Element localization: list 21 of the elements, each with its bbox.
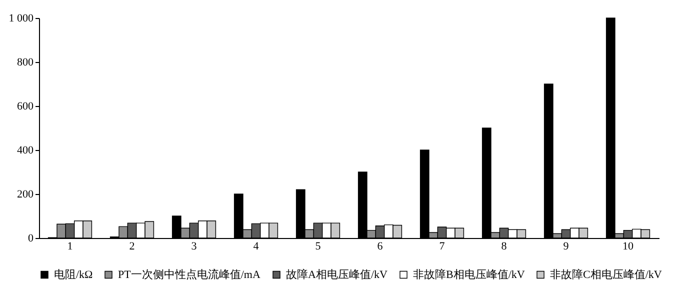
x-tick-label: 4 xyxy=(253,240,260,252)
x-tick-label: 6 xyxy=(377,240,384,252)
y-tick-label: 800 xyxy=(17,56,34,68)
x-tick-label: 8 xyxy=(501,240,508,252)
legend-label: 故障A相电压峰值/kV xyxy=(286,268,388,281)
x-tick-label: 2 xyxy=(129,240,135,252)
legend-label: 非故障C相电压峰值/kV xyxy=(550,268,662,281)
legend-label: PT一次侧中性点电流峰值/mA xyxy=(118,268,260,281)
x-tick-label: 5 xyxy=(315,240,322,252)
x-tick-label: 1 xyxy=(67,240,73,252)
legend-label: 电阻/kΩ xyxy=(54,268,93,281)
y-tick-label: 600 xyxy=(17,100,34,112)
x-tick-label: 7 xyxy=(439,240,446,252)
legend-label: 非故障B相电压峰值/kV xyxy=(413,268,525,281)
y-tick-label: 0 xyxy=(28,232,34,244)
x-tick-label: 10 xyxy=(622,240,634,252)
x-tick-label: 9 xyxy=(563,240,570,252)
y-tick-label: 200 xyxy=(17,188,34,200)
y-tick-label: 400 xyxy=(17,144,34,156)
y-tick-label: 1 000 xyxy=(8,12,34,24)
x-tick-label: 3 xyxy=(191,240,198,252)
